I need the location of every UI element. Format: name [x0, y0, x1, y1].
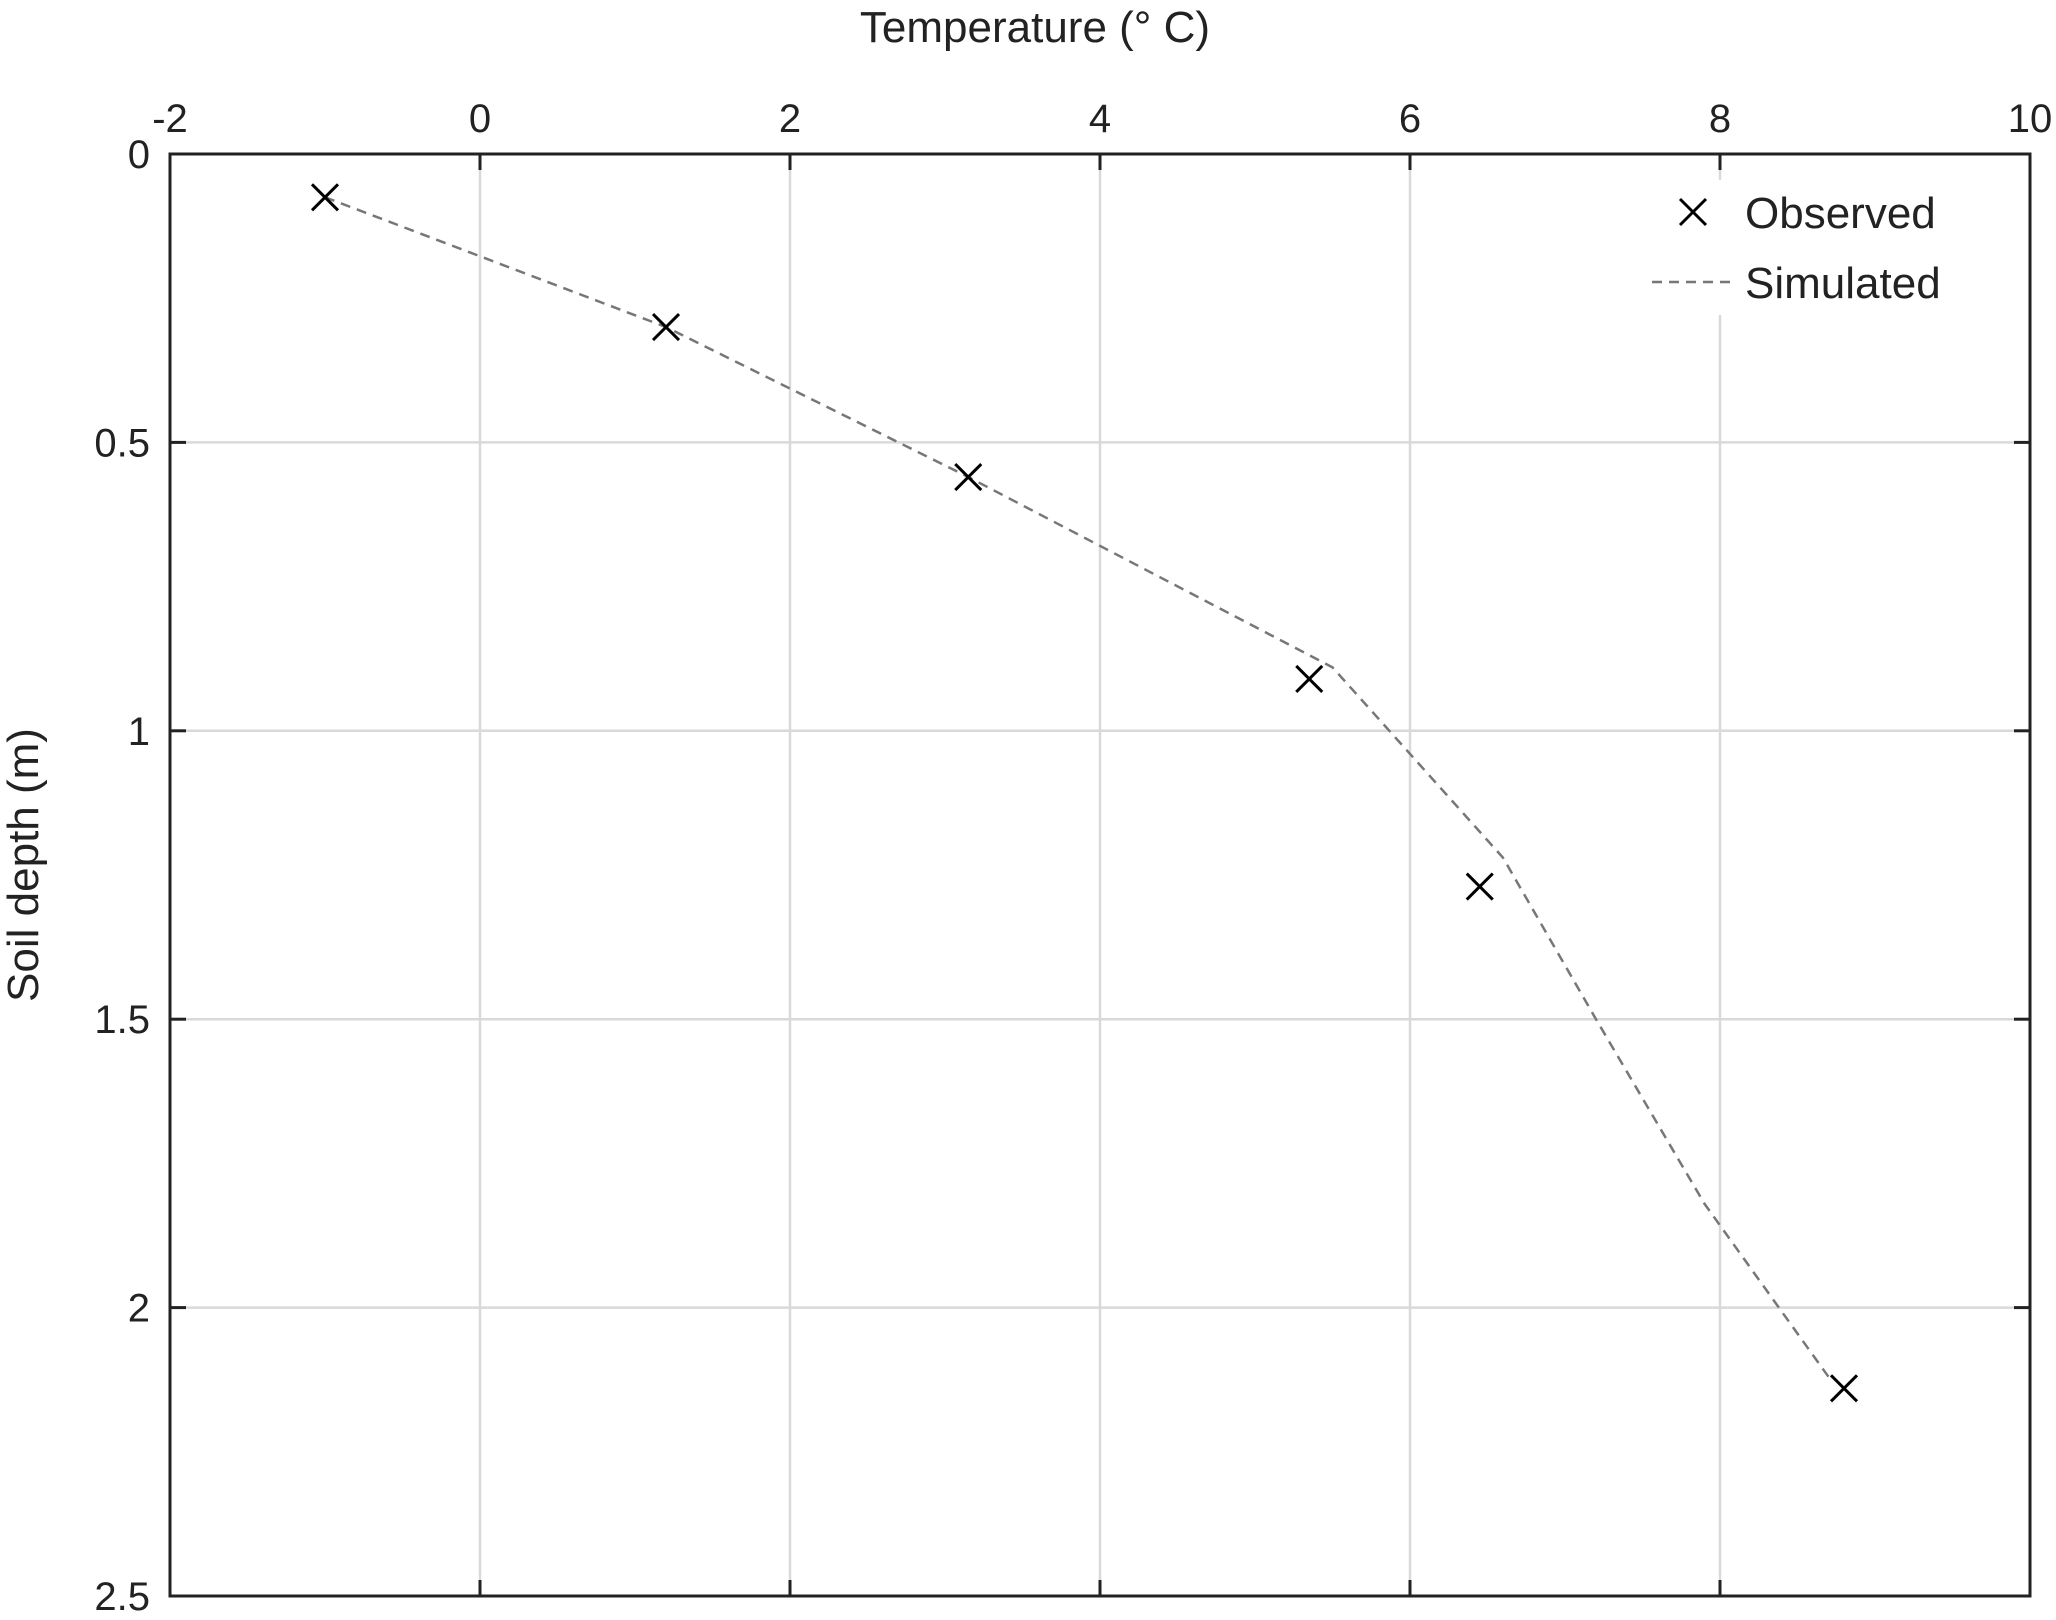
marker-stroke: [1829, 1374, 1859, 1403]
x-tick-label: 10: [2008, 97, 2053, 141]
legend-box: [1640, 180, 1970, 315]
observed-point: [310, 183, 340, 212]
series-layer: [310, 183, 1859, 1403]
x-tick-label: 8: [1709, 97, 1731, 141]
observed-point: [954, 462, 983, 492]
y-tick-label: 0: [128, 133, 150, 177]
x-tick-label: 4: [1089, 97, 1111, 141]
y-tick-label: 2: [128, 1287, 150, 1331]
x-tick-label: 2: [779, 97, 801, 141]
observed-point: [651, 312, 681, 342]
x-axis-title: Temperature (° C): [860, 3, 1210, 52]
observed-point: [1465, 872, 1494, 901]
y-tick-label: 2.5: [94, 1575, 150, 1619]
simulated-line: [324, 196, 1830, 1378]
observed-point: [1295, 664, 1324, 693]
legend: Observed Simulated: [1640, 180, 1970, 315]
y-tick-label: 1.5: [94, 998, 150, 1042]
x-tick-label: -2: [152, 97, 188, 141]
grid: [170, 154, 2030, 1596]
marker-stroke: [1465, 872, 1494, 901]
y-axis-title: Soil depth (m): [0, 728, 48, 1002]
ticks: [168, 152, 2032, 1598]
marker-stroke: [954, 462, 983, 492]
marker-stroke: [651, 312, 681, 342]
marker-stroke: [310, 183, 340, 212]
y-tick-label: 0.5: [94, 421, 150, 465]
observed-point: [1829, 1374, 1859, 1403]
legend-x-marker: [1678, 197, 1708, 227]
legend-label-simulated: Simulated: [1745, 259, 1941, 308]
y-tick-label: 1: [128, 710, 150, 754]
x-tick-label: 6: [1399, 97, 1421, 141]
legend-label-observed: Observed: [1745, 189, 1936, 238]
marker-stroke: [1295, 664, 1324, 693]
x-tick-label: 0: [469, 97, 491, 141]
marker-stroke: [1678, 197, 1708, 227]
legend-marker-observed: [1678, 197, 1708, 227]
